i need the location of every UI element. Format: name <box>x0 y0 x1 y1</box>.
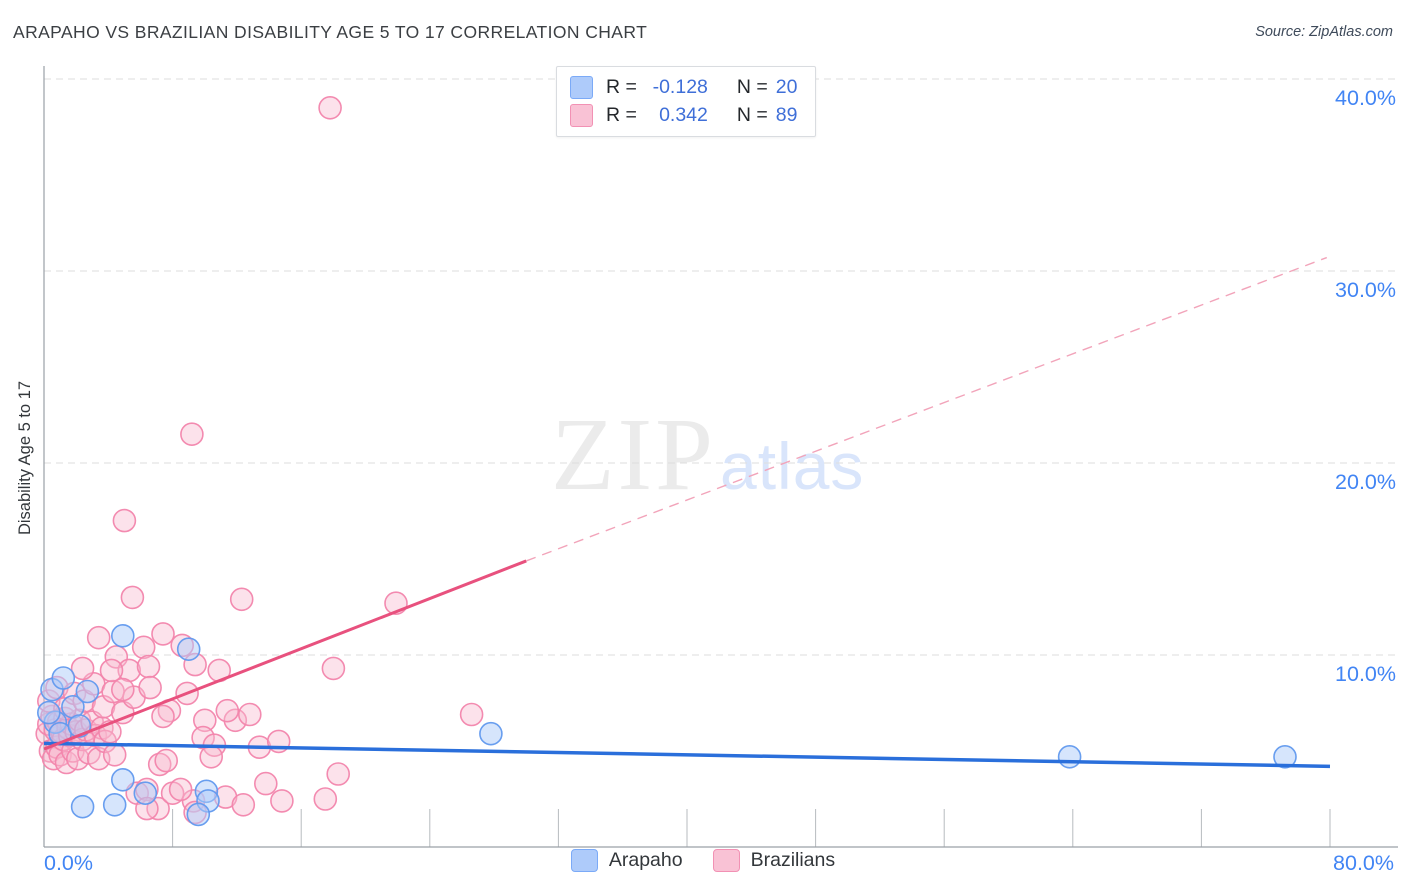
y-tick-label: 10.0% <box>1335 662 1396 686</box>
scatter-point-brazilians <box>321 656 346 681</box>
scatter-point-arapaho <box>479 721 503 746</box>
scatter-point-brazilians <box>147 752 172 777</box>
trend-line-brazilians-solid <box>43 559 527 751</box>
r-prefix: R = <box>606 76 637 98</box>
legend-label-brazilians: Brazilians <box>750 849 836 871</box>
scatter-point-arapaho <box>1057 744 1082 769</box>
y-tick-label: 30.0% <box>1335 278 1396 302</box>
scatter-point-brazilians <box>215 698 240 723</box>
scatter-point-brazilians <box>136 654 161 679</box>
n-prefix: N = <box>736 104 768 126</box>
scatter-point-arapaho <box>102 792 127 817</box>
scatter-point-brazilians <box>102 742 127 767</box>
y-tick-label: 40.0% <box>1335 86 1396 110</box>
scatter-point-arapaho <box>111 767 135 792</box>
scatter-point-brazilians <box>231 792 256 817</box>
scatter-point-brazilians <box>111 677 135 702</box>
scatter-point-arapaho <box>51 666 76 690</box>
scatter-point-arapaho <box>36 700 61 725</box>
r-prefix: R = <box>606 104 637 126</box>
series-legend: Arapaho Brazilians <box>0 849 1406 872</box>
scatter-point-arapaho <box>111 623 135 648</box>
scatter-point-arapaho <box>133 781 158 806</box>
brazilians-swatch-icon <box>570 104 593 127</box>
scatter-point-arapaho <box>176 637 201 662</box>
scatter-point-brazilians <box>66 746 90 771</box>
scatter-point-brazilians <box>270 789 294 813</box>
scatter-point-brazilians <box>112 508 137 533</box>
scatter-point-brazilians <box>459 702 484 727</box>
scatter-point-brazilians <box>120 585 145 610</box>
scatter-point-brazilians <box>238 702 262 727</box>
arapaho-swatch-icon <box>570 849 598 872</box>
x-axis-max-label: 80.0% <box>1333 851 1394 875</box>
arapaho-r-value: -0.128 <box>652 76 708 98</box>
scatter-point-brazilians <box>253 771 278 796</box>
stats-row-arapaho: R = -0.128 N = 20 <box>570 76 797 99</box>
scatter-point-arapaho <box>186 802 211 827</box>
page-title: ARAPAHO VS BRAZILIAN DISABILITY AGE 5 TO… <box>13 22 648 42</box>
scatter-point-brazilians <box>193 708 217 733</box>
brazilians-r-value: 0.342 <box>659 104 708 126</box>
legend-item-brazilians[interactable]: Brazilians <box>712 849 836 872</box>
scatter-point-arapaho <box>75 679 100 704</box>
scatter-point-brazilians <box>180 422 204 447</box>
legend-item-arapaho[interactable]: Arapaho <box>570 849 683 872</box>
correlation-stats-box: R = -0.128 N = 20 R = 0.342 N = 89 <box>556 66 817 137</box>
scatter-point-brazilians <box>168 777 193 802</box>
scatter-point-brazilians <box>229 587 254 612</box>
trend-line-arapaho-solid <box>43 741 1331 769</box>
scatter-point-brazilians <box>99 658 124 683</box>
scatter-point-brazilians <box>318 96 342 120</box>
scatter-point-brazilians <box>154 748 178 773</box>
y-tick-label: 20.0% <box>1335 470 1396 494</box>
stats-row-brazilians: R = 0.342 N = 89 <box>570 104 797 127</box>
scatter-point-brazilians <box>313 787 338 811</box>
x-axis-min-label: 0.0% <box>44 851 94 875</box>
trend-line-brazilians-dashed <box>526 256 1328 562</box>
scatter-point-brazilians <box>223 708 248 733</box>
arapaho-swatch-icon <box>570 76 593 99</box>
scatter-point-arapaho <box>1273 744 1297 769</box>
scatter-point-brazilians <box>131 635 156 660</box>
scatter-point-brazilians <box>70 656 95 681</box>
scatter-point-arapaho <box>70 794 95 819</box>
arapaho-n-value: 20 <box>775 76 798 98</box>
scatter-point-brazilians <box>326 762 351 786</box>
legend-label-arapaho: Arapaho <box>608 849 683 871</box>
scatter-point-brazilians <box>151 704 175 729</box>
scatter-point-brazilians <box>151 622 175 646</box>
brazilians-swatch-icon <box>712 849 740 872</box>
scatter-point-brazilians <box>86 625 111 650</box>
scatter-point-arapaho <box>67 714 92 738</box>
n-prefix: N = <box>736 76 768 98</box>
scatter-point-brazilians <box>138 675 162 700</box>
brazilians-n-value: 89 <box>775 104 798 126</box>
scatter-point-brazilians <box>199 744 223 769</box>
source-attribution: Source: ZipAtlas.com <box>1255 24 1393 40</box>
